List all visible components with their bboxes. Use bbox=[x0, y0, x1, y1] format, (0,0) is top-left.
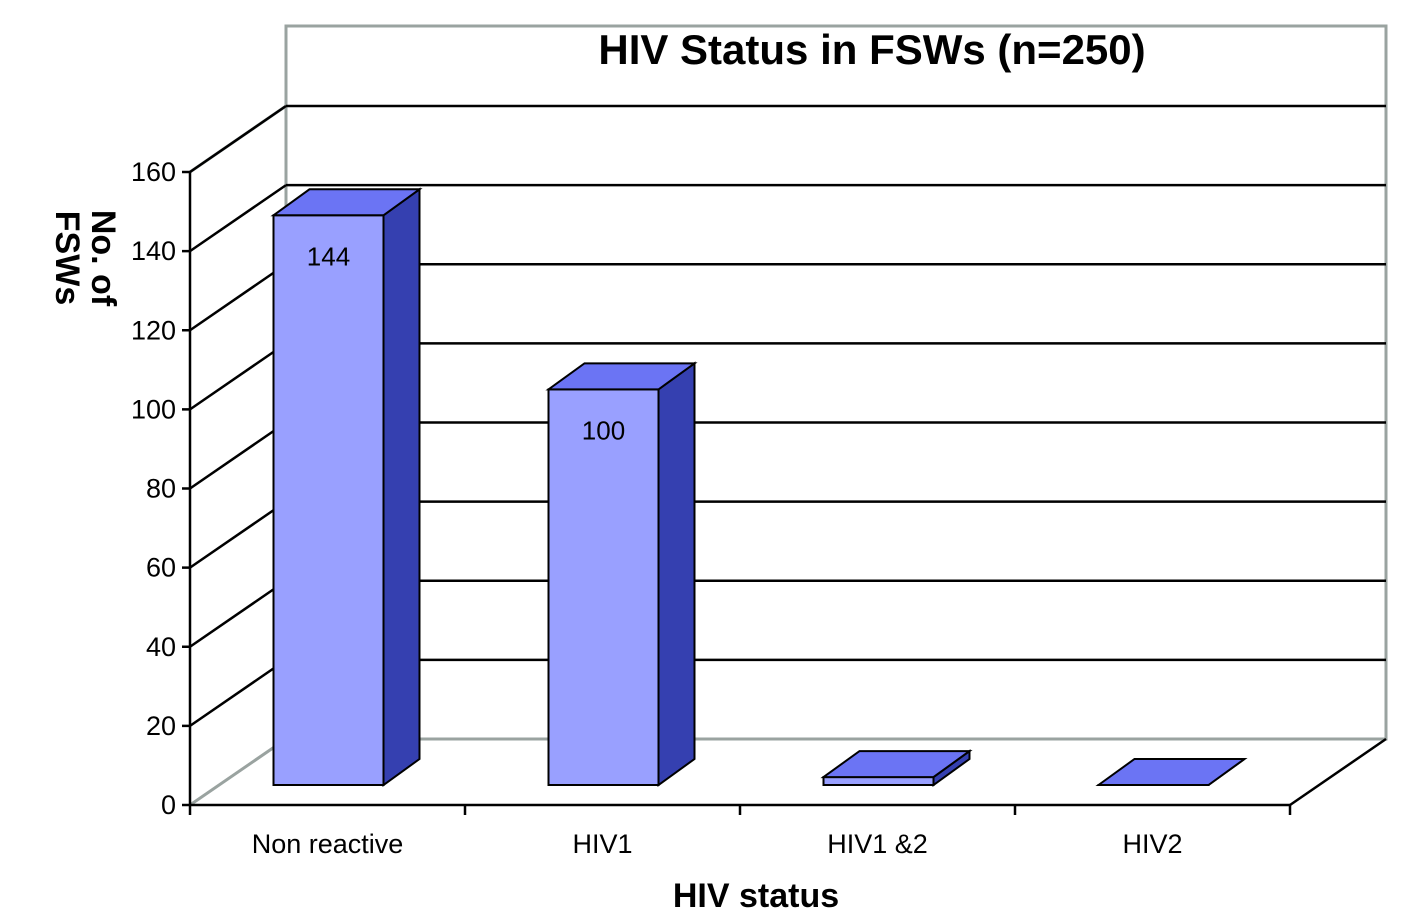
floor-right-edge bbox=[1289, 737, 1387, 807]
side-gridline bbox=[189, 104, 287, 174]
y-tick-label: 140 bbox=[131, 236, 176, 266]
bar-3 bbox=[820, 749, 973, 787]
chart-title: HIV Status in FSWs (n=250) bbox=[598, 26, 1145, 73]
side-wall-bottom-edge bbox=[189, 737, 287, 807]
y-tick-label: 40 bbox=[146, 632, 176, 662]
bar-value-label: 100 bbox=[582, 415, 625, 445]
gridlines bbox=[189, 104, 1386, 727]
x-axis-title: HIV status bbox=[673, 877, 839, 915]
axes bbox=[182, 170, 1292, 815]
bar-2 bbox=[545, 361, 698, 787]
y-tick-label: 100 bbox=[131, 394, 176, 424]
side-gridline bbox=[189, 500, 287, 569]
bar-4 bbox=[1095, 758, 1248, 787]
labels: 0 20 40 60 80 100 120 140 160 144 Non reactive 100 H… bbox=[131, 157, 1183, 859]
bar-front bbox=[547, 388, 660, 786]
side-gridline bbox=[189, 579, 287, 648]
y-tick-label: 60 bbox=[146, 553, 176, 583]
y-tick-label: 0 bbox=[161, 790, 176, 820]
bar-top bbox=[545, 362, 698, 391]
bar-side bbox=[382, 187, 421, 787]
y-tick-label: 80 bbox=[146, 474, 176, 504]
side-gridline bbox=[189, 184, 287, 253]
bar-top bbox=[1095, 758, 1248, 786]
y-tick-label: 20 bbox=[146, 711, 176, 741]
bar-top bbox=[820, 750, 973, 779]
back-wall bbox=[284, 24, 1388, 741]
side-gridline bbox=[189, 658, 287, 727]
x-tick-label: HIV1 bbox=[572, 829, 632, 859]
bars bbox=[270, 187, 1248, 787]
y-axis-title: No. ofFSWs bbox=[48, 210, 122, 307]
bar-front bbox=[822, 776, 935, 787]
side-gridline bbox=[189, 263, 287, 332]
x-tick-label: Non reactive bbox=[252, 829, 404, 859]
side-gridline bbox=[189, 342, 287, 411]
bar-side bbox=[657, 361, 696, 787]
bar-value-label: 144 bbox=[307, 241, 350, 271]
bar-front bbox=[272, 214, 385, 787]
y-tick-label: 160 bbox=[131, 157, 176, 187]
side-gridline bbox=[189, 421, 287, 490]
bar-1 bbox=[270, 187, 423, 787]
x-tick-label: HIV1 &2 bbox=[827, 829, 928, 859]
y-tick-label: 120 bbox=[131, 315, 176, 345]
bar-top bbox=[270, 188, 423, 217]
x-tick-label: HIV2 bbox=[1122, 829, 1182, 859]
